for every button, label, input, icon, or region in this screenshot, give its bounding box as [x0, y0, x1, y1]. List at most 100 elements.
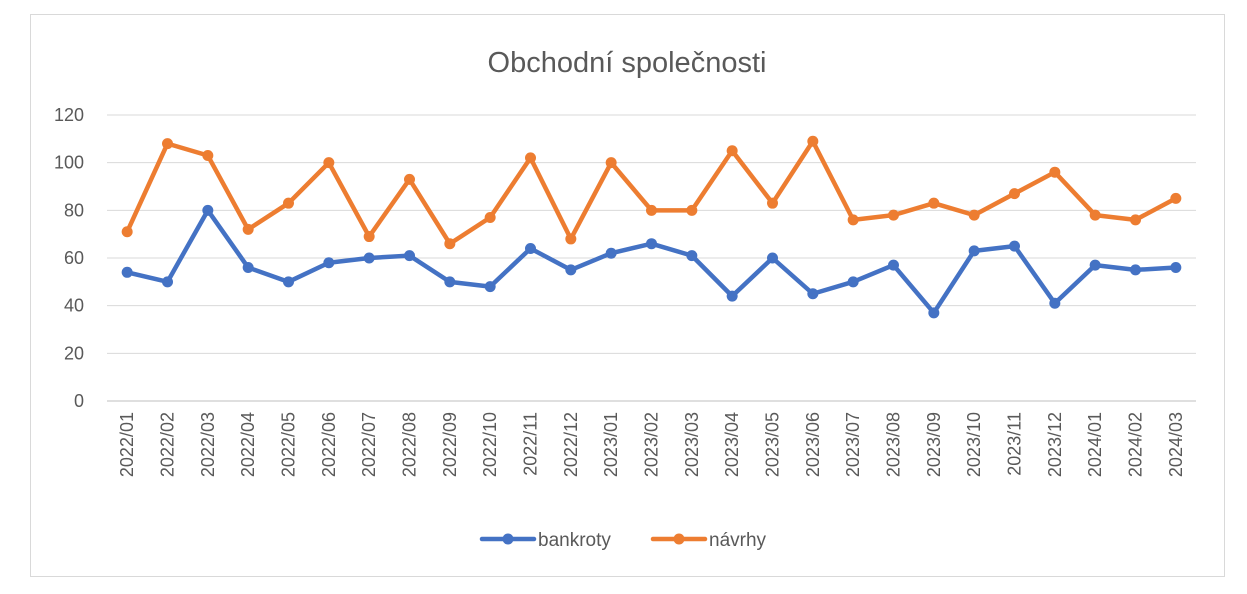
legend-marker — [502, 533, 514, 545]
y-tick-label: 0 — [74, 391, 84, 411]
data-point — [565, 233, 577, 245]
data-point — [283, 197, 294, 209]
series-line — [124, 208, 1179, 316]
data-point — [484, 211, 496, 223]
data-point — [888, 209, 899, 221]
data-point — [686, 250, 698, 262]
gridlines — [107, 114, 1196, 402]
data-point — [1170, 262, 1182, 274]
data-point — [1089, 259, 1101, 271]
data-point — [928, 307, 940, 319]
data-point — [968, 209, 980, 221]
x-tick-label: 2022/07 — [359, 412, 379, 477]
data-point — [726, 145, 738, 157]
data-point — [807, 135, 819, 147]
data-point — [928, 197, 940, 209]
y-tick-label: 60 — [64, 248, 84, 268]
x-tick-label: 2023/02 — [642, 412, 662, 477]
x-tick-label: 2023/08 — [884, 412, 904, 477]
x-tick-label: 2022/01 — [117, 412, 137, 477]
data-point — [525, 242, 536, 254]
y-tick-label: 40 — [64, 296, 84, 316]
data-point — [1089, 209, 1101, 221]
legend-marker — [673, 533, 685, 545]
data-point — [121, 226, 133, 238]
data-point — [1009, 188, 1020, 200]
data-point — [1130, 264, 1141, 276]
x-tick-label: 2022/12 — [561, 412, 581, 477]
x-tick-label: 2023/11 — [1005, 412, 1025, 476]
x-tick-label: 2022/06 — [319, 412, 339, 477]
data-point — [847, 276, 859, 288]
x-tick-label: 2023/06 — [803, 412, 823, 477]
x-tick-label: 2024/02 — [1126, 412, 1146, 477]
data-point — [444, 238, 456, 250]
data-point — [202, 204, 214, 216]
data-point — [888, 259, 899, 271]
x-tick-label: 2022/02 — [158, 412, 178, 477]
legend-label: návrhy — [709, 530, 767, 551]
chart-title: Obchodní společnosti — [488, 47, 767, 79]
data-point — [767, 252, 778, 264]
x-tick-label: 2023/03 — [682, 412, 702, 477]
x-tick-label: 2022/11 — [521, 412, 541, 476]
data-point — [646, 204, 657, 216]
data-point — [646, 238, 657, 250]
data-point — [242, 262, 254, 274]
x-tick-label: 2022/10 — [480, 412, 500, 477]
legend-item: návrhy — [650, 530, 767, 551]
data-point — [807, 288, 819, 300]
data-point — [605, 247, 617, 259]
y-tick-label: 80 — [64, 200, 84, 220]
data-point — [283, 276, 294, 288]
x-tick-label: 2022/05 — [279, 412, 299, 477]
data-point — [162, 276, 173, 288]
x-tick-label: 2023/12 — [1045, 412, 1065, 477]
x-tick-label: 2024/01 — [1085, 412, 1105, 477]
y-tick-label: 120 — [54, 105, 84, 125]
data-point — [404, 173, 415, 185]
data-point — [323, 257, 335, 269]
chart-container — [30, 14, 1225, 577]
data-point — [1049, 297, 1061, 309]
data-point — [686, 204, 698, 216]
x-tick-label: 2023/04 — [722, 412, 742, 477]
data-point — [323, 157, 335, 169]
x-axis-ticks: 2022/01 2022/02 2022/03 2022/04 2022/05 2022/… — [117, 412, 1186, 477]
data-point — [202, 150, 214, 162]
data-point — [1130, 214, 1141, 226]
data-point — [121, 266, 133, 278]
series-group — [121, 135, 1182, 319]
data-point — [242, 223, 254, 235]
data-point — [363, 252, 375, 264]
legend-item: bankroty — [479, 530, 611, 551]
x-tick-label: 2023/10 — [964, 412, 984, 477]
data-point — [444, 276, 456, 288]
data-point — [162, 138, 173, 150]
legend: bankroty návrhy — [479, 530, 767, 551]
x-tick-label: 2022/03 — [198, 412, 218, 477]
y-tick-label: 20 — [64, 343, 84, 363]
x-tick-label: 2022/08 — [400, 412, 420, 477]
data-point — [565, 264, 577, 276]
series-bankroty — [121, 204, 1182, 319]
x-tick-label: 2023/01 — [601, 412, 621, 477]
data-point — [767, 197, 778, 209]
y-tick-label: 100 — [54, 153, 84, 173]
data-point — [1049, 166, 1061, 178]
x-tick-label: 2023/05 — [763, 412, 783, 477]
data-point — [726, 290, 738, 302]
x-tick-label: 2023/09 — [924, 412, 944, 477]
data-point — [1009, 240, 1020, 252]
data-point — [525, 152, 536, 164]
y-axis-ticks: 0 20 40 60 80 100 120 — [54, 105, 84, 411]
legend-label: bankroty — [538, 530, 611, 551]
data-point — [363, 231, 375, 243]
data-point — [484, 281, 496, 293]
data-point — [605, 157, 617, 169]
data-point — [847, 214, 859, 226]
data-point — [968, 245, 980, 257]
data-point — [404, 250, 415, 262]
data-point — [1170, 192, 1182, 204]
